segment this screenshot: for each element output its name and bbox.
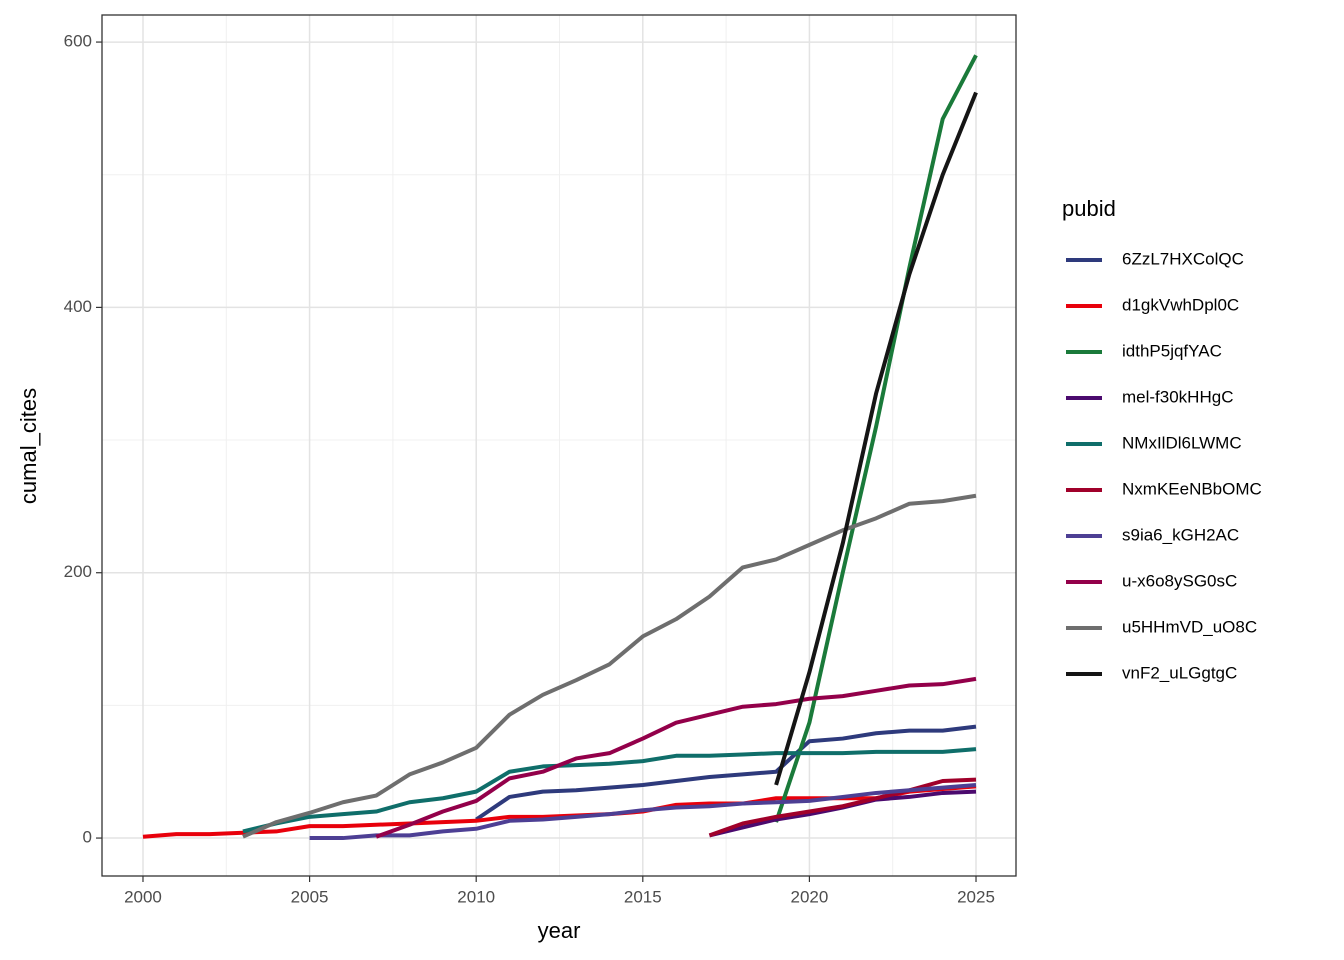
legend-label: d1gkVwhDpl0C <box>1122 295 1239 314</box>
series-line <box>774 91 978 786</box>
plot-border <box>101 14 1017 877</box>
y-tick-label: 200 <box>64 562 92 581</box>
x-tick-label: 2020 <box>790 887 828 906</box>
y-tick-label: 600 <box>64 32 92 51</box>
legend-label: 6ZzL7HXColQC <box>1122 249 1244 268</box>
legend-label: mel-f30kHHgC <box>1122 387 1233 406</box>
series-line <box>475 724 977 822</box>
x-tick-label: 2025 <box>957 887 995 906</box>
series-line <box>708 777 977 838</box>
series-line <box>242 747 977 834</box>
x-tick-label: 2005 <box>291 887 329 906</box>
legend-label: idthP5jqfYAC <box>1122 341 1222 360</box>
legend-label: s9ia6_kGH2AC <box>1122 525 1239 544</box>
y-axis-title: cumal_cites <box>16 388 41 504</box>
series-line <box>309 782 977 841</box>
legend-label: NxmKEeNBbOMC <box>1122 479 1262 498</box>
x-axis-title: year <box>538 918 581 943</box>
y-tick-label: 0 <box>83 828 92 847</box>
legend-label: vnF2_uLGgtgC <box>1122 663 1237 682</box>
series-line <box>375 676 977 839</box>
x-tick-label: 2000 <box>124 887 162 906</box>
legend-label: u-x6o8ySG0sC <box>1122 571 1237 590</box>
legend-label: NMxIlDl6LWMC <box>1122 433 1242 452</box>
x-tick-label: 2010 <box>457 887 495 906</box>
y-tick-label: 400 <box>64 297 92 316</box>
legend-title: pubid <box>1062 196 1116 221</box>
series-line <box>242 493 977 839</box>
series-line <box>774 54 978 823</box>
legend-label: u5HHmVD_uO8C <box>1122 617 1257 636</box>
x-tick-label: 2015 <box>624 887 662 906</box>
